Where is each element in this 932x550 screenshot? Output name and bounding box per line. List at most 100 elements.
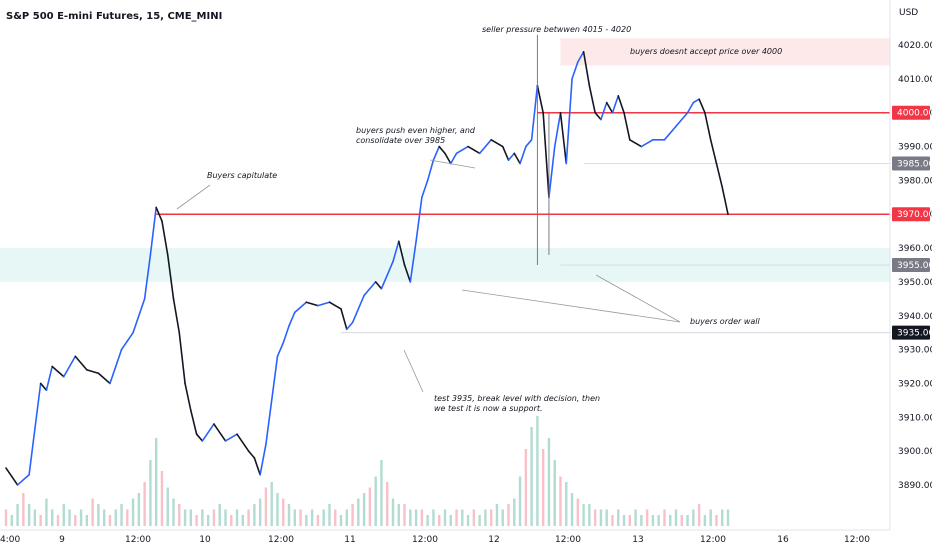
level-tag (892, 105, 930, 120)
volume-bar (247, 509, 250, 526)
volume-bar (68, 509, 71, 526)
price-segment (155, 206, 163, 222)
volume-bar (299, 509, 302, 526)
price-tick-label: 3900.00 (898, 447, 932, 457)
time-tick-label: 10 (199, 535, 211, 545)
volume-bar (530, 427, 533, 526)
price-segment (640, 139, 654, 148)
price-layer (5, 34, 729, 486)
volume-bar (322, 509, 325, 526)
annotation-seller-pressure: seller pressure betwwen 4015 - 4020 (482, 25, 631, 34)
volume-bar (334, 509, 337, 526)
time-tick-label: 12 (488, 535, 499, 545)
volume-bar (726, 509, 730, 526)
price-segment (351, 294, 365, 324)
volume-bar (553, 460, 556, 526)
price-segment (161, 220, 169, 256)
volume-bar (143, 482, 146, 526)
price-segment (438, 145, 446, 155)
volume-bar (172, 498, 175, 526)
volume-bar (305, 515, 308, 526)
volume-bar (593, 509, 597, 526)
price-segment (340, 308, 348, 331)
volume-bar (513, 498, 516, 526)
price-segment (195, 433, 204, 442)
volume-bar (547, 438, 551, 526)
volume-bar (362, 493, 366, 526)
volume-bar (10, 515, 13, 526)
volume-bar (131, 498, 135, 526)
volume-bar (154, 438, 158, 526)
price-segment (415, 196, 423, 243)
price-tick-label: 3890.00 (898, 481, 932, 491)
price-tick-label: 3960.00 (898, 244, 932, 254)
price-segment (455, 145, 469, 155)
annotation-test-line1: test 3935, break level with decision, th… (434, 394, 600, 403)
volume-bar (79, 509, 83, 526)
price-tick-label: 3910.00 (898, 413, 932, 423)
price-segment (721, 186, 729, 216)
volume-bar (33, 509, 37, 526)
time-tick-label: 13 (632, 535, 643, 545)
price-segment (328, 301, 342, 310)
price-segment (421, 179, 429, 199)
price-segment (686, 101, 695, 114)
volume-bar (645, 509, 649, 526)
level-tag (892, 325, 930, 340)
price-segment (305, 301, 319, 307)
volume-bar (51, 509, 54, 526)
price-tick-label: 3920.00 (898, 379, 932, 389)
price-tick-label: 3930.00 (898, 346, 932, 356)
price-segment (386, 260, 394, 276)
price-segment (270, 355, 279, 402)
price-segment (432, 145, 441, 161)
annotation-test-line2: we test it is now a support. (434, 404, 543, 413)
volume-bar (489, 509, 493, 526)
volume-bar (478, 515, 481, 526)
volume-bar (524, 449, 528, 526)
volume-bar (420, 509, 424, 526)
time-axis[interactable]: 4:00 9 12:00 10 12:00 11 12:00 12 12:00 13 12:00 16… (0, 535, 870, 545)
volume-bar (391, 498, 395, 526)
volume-bar (634, 509, 637, 526)
volume-bar (484, 509, 487, 526)
volume-bar (582, 504, 585, 526)
volume-bar (178, 504, 181, 526)
level-tags: 4000.00 3970.00 3985.00 3955.00 3935.00 (892, 105, 932, 340)
volume-bar (114, 509, 117, 526)
volume-bar (62, 504, 65, 526)
price-segment (617, 95, 625, 114)
price-segment (565, 78, 573, 165)
price-segment (594, 111, 602, 121)
price-segment (467, 145, 481, 155)
volume-bar (56, 515, 60, 526)
volume-bar (570, 493, 574, 526)
price-segment (490, 139, 504, 148)
price-segment (559, 111, 568, 165)
volume-bar (310, 509, 314, 526)
price-segment (542, 111, 550, 199)
price-segment (39, 382, 48, 391)
price-segment (16, 473, 30, 486)
volume-bar (507, 504, 510, 526)
volume-bar (22, 493, 25, 526)
level-tag-label: 3935.00 (897, 329, 932, 339)
annotation-buyers-push-line2: consolidate over 3985 (356, 136, 445, 145)
volume-bar (536, 416, 539, 526)
level-tag-label: 3970.00 (897, 210, 932, 220)
currency-label: USD (899, 8, 918, 18)
volume-bar (565, 482, 568, 526)
price-segment (120, 331, 134, 351)
volume-bar (108, 515, 112, 526)
price-segment (276, 342, 285, 358)
volume-bar (617, 509, 620, 526)
price-segment (380, 274, 389, 290)
volume-bar (576, 498, 580, 526)
price-segment (184, 382, 192, 412)
volume-bar (16, 504, 19, 526)
price-segment (317, 301, 331, 307)
volume-bar (357, 498, 360, 526)
price-segment (345, 321, 354, 331)
price-segment (715, 162, 724, 188)
